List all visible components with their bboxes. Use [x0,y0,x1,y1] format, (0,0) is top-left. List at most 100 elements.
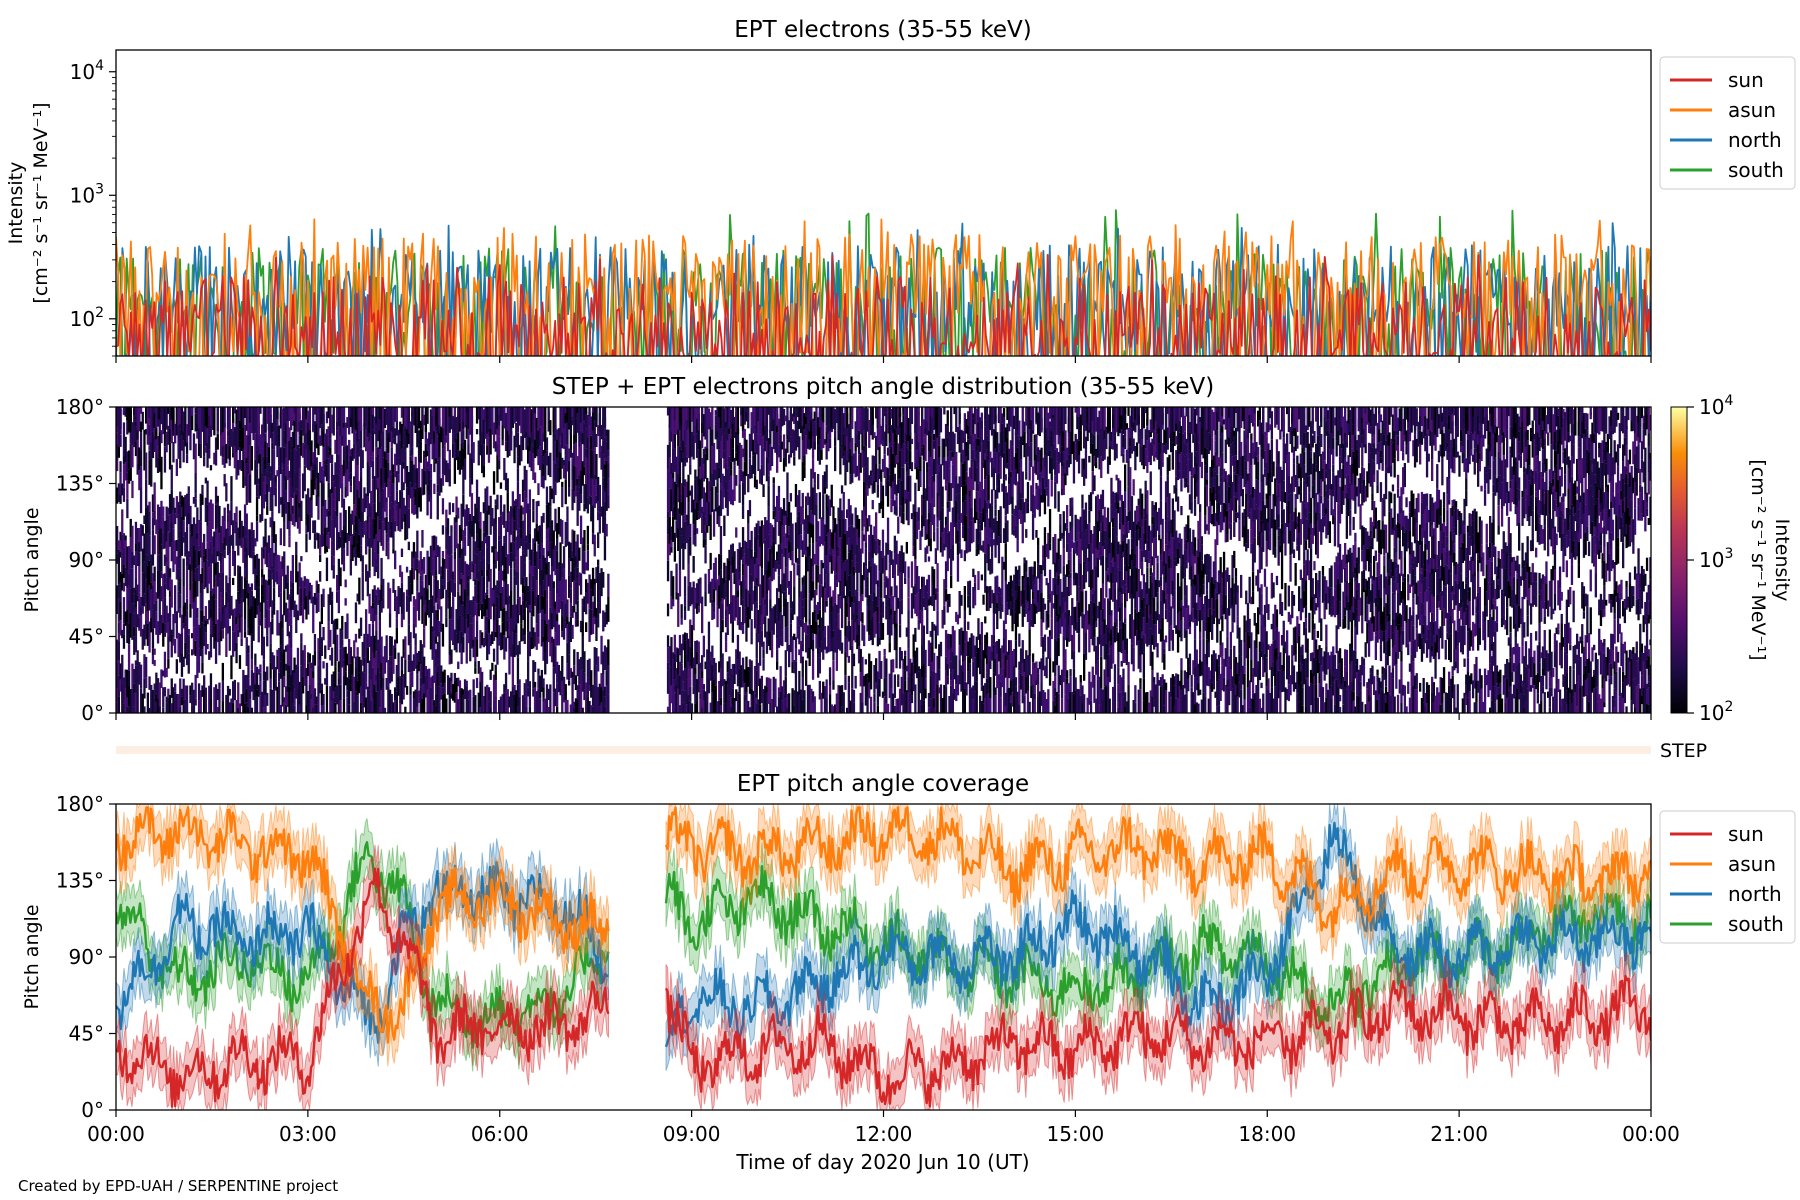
heatmap-cell [288,478,291,502]
heatmap-cell [298,517,301,534]
heatmap-cell [828,667,832,674]
heatmap-cell [600,452,603,470]
heatmap-cell [520,623,523,642]
heatmap-cell [245,674,248,689]
heatmap-cell [436,686,439,713]
heatmap-cell [523,608,526,636]
heatmap-cell [675,520,678,538]
heatmap-cell [605,670,608,686]
heatmap-cell [243,475,247,486]
heatmap-cell [201,407,204,432]
heatmap-cell [801,643,804,652]
heatmap-cell [254,555,257,569]
heatmap-cell [226,527,230,556]
heatmap-cell [863,675,866,687]
heatmap-cell [772,477,775,484]
heatmap-cell [122,487,126,502]
heatmap-cell [295,604,298,633]
heatmap-cell [226,436,230,459]
heatmap-cell [719,576,723,602]
heatmap-cell [353,676,356,702]
heatmap-cell [586,659,590,678]
heatmap-cell [424,457,428,471]
heatmap-cell [764,575,767,600]
heatmap-cell [477,496,480,521]
heatmap-cell [484,598,487,617]
heatmap-cell [409,643,412,673]
heatmap-cell [871,455,874,472]
heatmap-cell [516,407,520,422]
heatmap-cell [544,589,547,615]
heatmap-cell [214,599,218,624]
heatmap-cell [847,675,851,683]
heatmap-cell [216,527,219,551]
heatmap-cell [366,571,370,597]
heatmap-cell [588,658,591,686]
heatmap-cell [395,443,399,466]
heatmap-cell [789,608,793,624]
heatmap-cell [124,611,127,626]
heatmap-cell [441,694,445,713]
heatmap-cell [191,582,194,609]
heatmap-cell [869,696,873,713]
heatmap-cell [283,649,286,677]
heatmap-cell [760,407,764,431]
heatmap-cell [510,568,513,591]
heatmap-cell [830,484,833,508]
heatmap-cell [677,528,680,551]
heatmap-cell [740,596,743,606]
heatmap-cell [127,469,131,484]
heatmap-cell [426,588,429,596]
heatmap-cell [197,700,201,713]
heatmap-cell [603,491,607,502]
heatmap-cell [300,420,303,430]
heatmap-cell [770,446,774,466]
heatmap-cell [433,461,436,473]
heatmap-cell [279,576,283,593]
heatmap-cell [462,689,465,695]
heatmap-cell [162,516,165,533]
heatmap-cell [561,693,564,713]
heatmap-cell [243,588,247,604]
heatmap-cell [561,457,564,469]
heatmap-cell [533,661,537,672]
heatmap-cell [481,445,484,474]
heatmap-cell [419,664,422,678]
heatmap-cell [187,653,190,674]
heatmap-cell [385,533,388,557]
heatmap-cell [209,528,213,542]
heatmap-cell [728,434,731,457]
heatmap-cell [371,697,375,713]
heatmap-cell [852,613,856,641]
heatmap-cell [290,478,293,498]
heatmap-cell [779,584,782,613]
heatmap-cell [378,519,382,530]
heatmap-cell [134,521,138,544]
heatmap-cell [197,565,201,582]
heatmap-cell [759,604,762,610]
heatmap-cell [163,623,167,632]
heatmap-cell [562,423,566,449]
heatmap-cell [699,500,702,518]
heatmap-cell [709,519,712,540]
heatmap-cell [291,582,295,610]
heatmap-cell [581,636,584,660]
heatmap-cell [177,581,180,592]
heatmap-cell [832,529,835,550]
heatmap-cell [556,550,559,570]
heatmap-cell [371,479,375,504]
heatmap-cell [353,476,356,505]
heatmap-cell [699,479,702,501]
heatmap-cell [602,505,605,533]
heatmap-cell [162,428,165,435]
heatmap-cell [228,428,231,446]
heatmap-cell [431,595,434,613]
heatmap-cell [261,691,264,713]
heatmap-cell [864,685,868,706]
heatmap-cell [276,570,279,585]
heatmap-cell [117,563,121,585]
heatmap-cell [733,663,736,684]
heatmap-cell [310,479,313,501]
heatmap-cell [573,568,576,581]
heatmap-cell [255,468,259,485]
